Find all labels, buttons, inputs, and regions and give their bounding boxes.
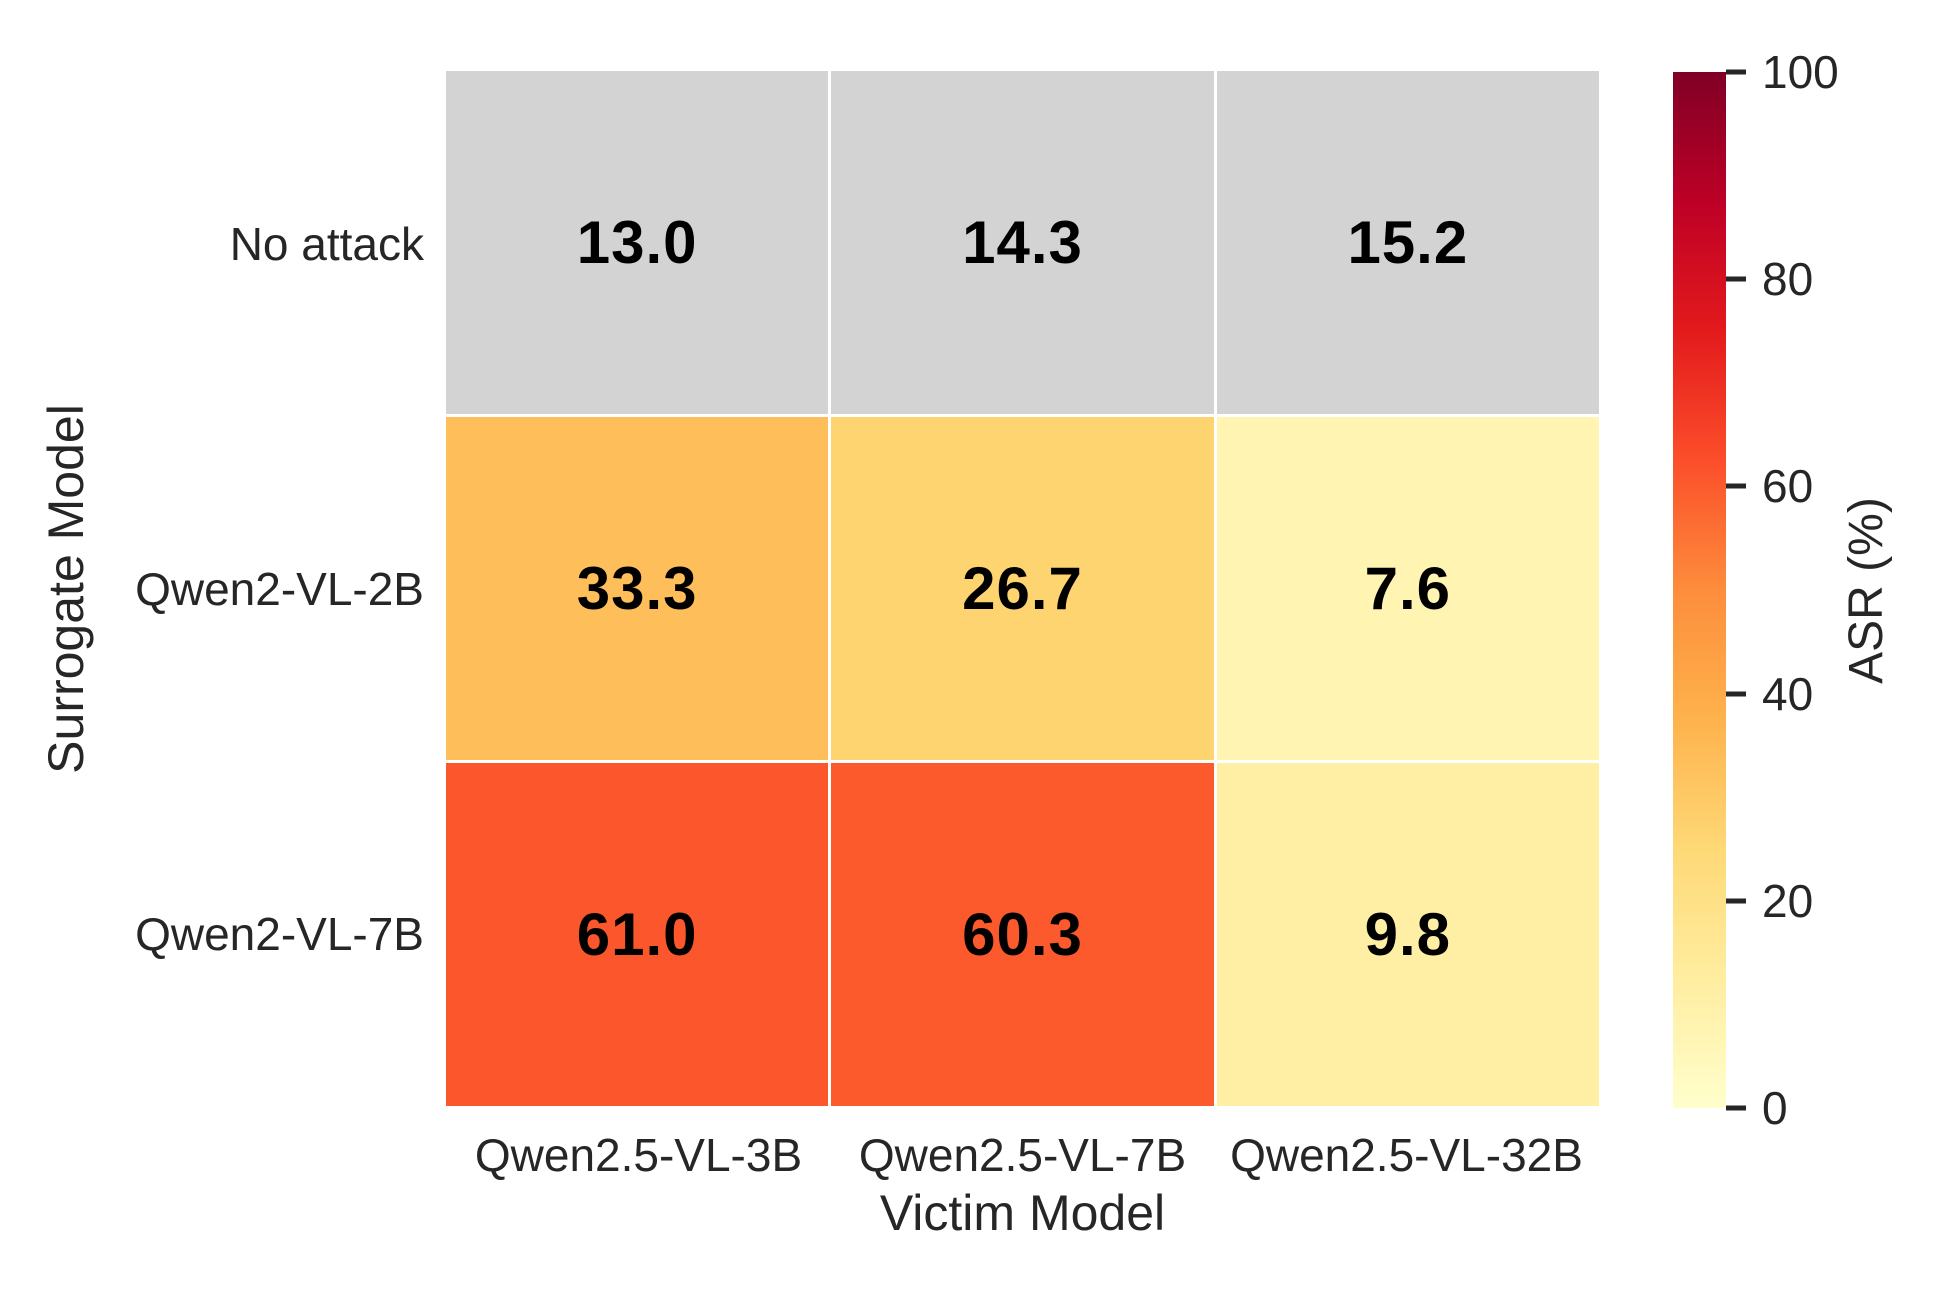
colorbar-ticks: 100 80 60 40 20 0 bbox=[1726, 46, 1846, 1134]
heatmap-cell: 33.3 bbox=[446, 417, 829, 760]
y-axis-title: Surrogate Model bbox=[38, 403, 94, 774]
heatmap-cell: 60.3 bbox=[831, 763, 1214, 1106]
colorbar-tick-mark bbox=[1726, 691, 1746, 697]
x-tick-label-qwen25-vl-32b: Qwen2.5-VL-32B bbox=[1230, 1129, 1583, 1181]
colorbar-axis-title: ASR (%) bbox=[1839, 496, 1893, 684]
colorbar-tick-mark bbox=[1726, 483, 1746, 489]
colorbar-tick-mark bbox=[1726, 276, 1746, 282]
heatmap-cell: 7.6 bbox=[1216, 417, 1599, 760]
cell-value: 13.0 bbox=[576, 209, 698, 276]
cell-value: 7.6 bbox=[1364, 555, 1452, 622]
x-tick-label-qwen25-vl-7b: Qwen2.5-VL-7B bbox=[858, 1129, 1187, 1181]
y-tick-label-qwen2-vl-2b: Qwen2-VL-2B bbox=[135, 562, 424, 615]
cell-value: 14.3 bbox=[962, 209, 1083, 276]
colorbar-tick-label: 100 bbox=[1762, 46, 1839, 98]
colorbar-tick-mark bbox=[1726, 69, 1746, 75]
x-axis-title: Victim Model bbox=[879, 1185, 1166, 1241]
heatmap-cell: 9.8 bbox=[1216, 763, 1599, 1106]
colorbar-tick-mark bbox=[1726, 1105, 1746, 1111]
colorbar-tick-label: 0 bbox=[1762, 1082, 1788, 1134]
colorbar-tick-label: 60 bbox=[1762, 460, 1814, 513]
heatmap-cell: 13.0 bbox=[446, 71, 829, 414]
colorbar-tick-label: 40 bbox=[1762, 667, 1814, 720]
cell-value: 60.3 bbox=[962, 901, 1083, 968]
heatmap-cell: 15.2 bbox=[1216, 71, 1599, 414]
heatmap-grid: 13.0 14.3 15.2 33.3 26.7 7.6 61.0 60.3 9… bbox=[446, 71, 1599, 1106]
heatmap-cell: 26.7 bbox=[831, 417, 1214, 760]
cell-value: 9.8 bbox=[1364, 901, 1452, 968]
y-tick-label-qwen2-vl-7b: Qwen2-VL-7B bbox=[135, 907, 424, 960]
cell-value: 33.3 bbox=[576, 555, 698, 622]
y-tick-label-no-attack: No attack bbox=[229, 217, 424, 270]
colorbar-tick-label: 80 bbox=[1762, 253, 1814, 306]
x-tick-label-qwen25-vl-3b: Qwen2.5-VL-3B bbox=[474, 1129, 803, 1181]
cell-value: 61.0 bbox=[576, 901, 698, 968]
heatmap-cell: 61.0 bbox=[446, 763, 829, 1106]
heatmap-cell: 14.3 bbox=[831, 71, 1214, 414]
cell-value: 26.7 bbox=[962, 555, 1083, 622]
cell-value: 15.2 bbox=[1347, 209, 1469, 276]
colorbar-gradient bbox=[1673, 72, 1726, 1108]
colorbar-tick-mark bbox=[1726, 898, 1746, 904]
colorbar-tick-label: 20 bbox=[1762, 874, 1814, 927]
